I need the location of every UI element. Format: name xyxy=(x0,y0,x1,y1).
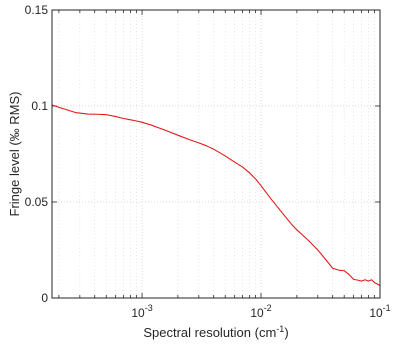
plot-background xyxy=(52,10,380,298)
y-tick-label: 0 xyxy=(41,291,48,305)
y-axis-label: Fringe level (‰ RMS) xyxy=(7,92,22,217)
x-tick-label: 10-1 xyxy=(369,303,390,320)
x-tick-label: 10-2 xyxy=(250,303,271,320)
y-tick-label: 0.05 xyxy=(25,195,49,209)
fringe-level-series-line xyxy=(51,104,381,287)
x-tick-label: 10-3 xyxy=(131,303,152,320)
x-axis-label: Spectral resolution (cm-1) xyxy=(143,324,288,340)
tick-labels: 0 0.05 0.1 0.15 10-3 10-2 10-1 xyxy=(25,3,391,320)
plot-frame xyxy=(51,9,381,299)
series-layer xyxy=(51,104,381,287)
y-tick-label: 0.1 xyxy=(31,99,48,113)
x-axis-label-close: ) xyxy=(284,325,288,340)
y-tick-label: 0.15 xyxy=(25,3,49,17)
x-axis-label-superscript: -1 xyxy=(276,324,284,334)
